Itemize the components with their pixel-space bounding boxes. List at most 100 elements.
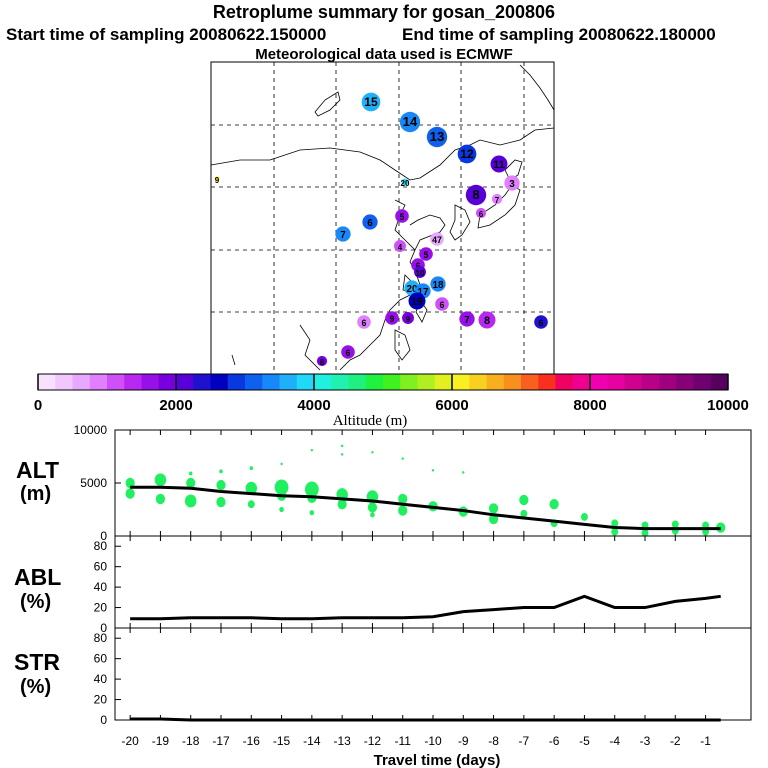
plume-point-label: 6 [362,318,367,328]
alt-scatter-point [216,496,226,508]
plume-point-label: 12 [460,147,474,161]
plume-point-label: 6 [367,218,373,229]
abl-unit: (%) [20,591,51,613]
colorbar-cell [176,374,194,390]
alt-scatter-point [304,481,319,498]
plume-point [465,184,487,206]
plume-point [361,92,381,112]
alt-scatter-point [216,479,226,491]
alt-scatter-point [310,448,314,452]
x-tick-label: -13 [333,734,351,748]
colorbar-cell [348,374,367,390]
plume-point-label: 9 [215,176,220,185]
alt-scatter-point [155,493,166,505]
plume-point [214,176,220,182]
alt-scatter-point [247,500,255,509]
plume-point [426,126,448,148]
plume-point [401,178,409,186]
alt-scatter-point [549,499,559,510]
alt-scatter-point [611,519,619,528]
abl-frame [114,535,752,629]
alt-scatter-point [340,444,344,448]
alt-title: ALT [16,457,59,483]
colorbar-cell [693,374,712,390]
alt-scatter-point [249,466,254,471]
alt-scatter-point [125,488,135,499]
plume-point-label: 6 [539,318,544,328]
plume-point [399,111,421,133]
x-tick-label: -9 [458,734,469,748]
colorbar-cell [365,374,384,390]
x-axis-label: Travel time (days) [374,752,501,768]
colorbar-cell [314,374,332,390]
plume-point-label: 7 [495,196,500,205]
str-unit: (%) [20,676,51,698]
plume-point [478,311,496,329]
alt-scatter-point [431,468,435,472]
alt-scatter-point [309,510,315,516]
plume-point [341,345,355,359]
plume-point-label: 7 [340,230,346,241]
colorbar-tick-label: 0 [34,397,42,414]
colorbar-cell [710,374,729,390]
x-tick-label: -18 [182,734,200,748]
alt-scatter-point [580,513,588,521]
str-ytick-label: 80 [94,631,108,645]
colorbar-cell [417,374,436,390]
abl-panel: ABL (%) 80 60 40 20 0 [14,535,752,635]
alt-scatter-point [671,520,679,529]
alt-scatter-point [519,494,529,506]
plume-point-label: 8 [472,187,479,202]
plume-point [316,355,328,367]
plume-point [534,315,548,329]
plume-point-label: 3 [509,179,515,190]
plume-point-label: 6 [440,300,445,310]
colorbar-cell [486,374,505,390]
plume-point [357,315,371,329]
alt-scatter-point [340,453,344,456]
alt-scatter-point [641,528,649,537]
plume-point-label: 11 [493,159,505,171]
colorbar-cell [383,374,401,390]
abl-ytick-label: 80 [94,539,108,553]
alt-scatter-point [154,473,167,487]
alt-ytick-label: 10000 [74,423,108,437]
map-coastlines [210,64,555,371]
plume-point-label: 7 [464,315,470,326]
plume-point [394,240,406,252]
x-tick-label: -2 [670,734,681,748]
met-data-label: Meteorological data used is ECMWF [255,46,513,63]
plume-point [335,226,351,242]
plume-point-label: 18 [433,280,444,291]
str-title: STR [14,649,60,675]
x-tick-label: -6 [549,734,560,748]
colorbar-cell [193,374,211,390]
alt-panel: ALT (m) 10000 5000 0 [16,423,752,543]
alt-scatter-point [245,481,258,495]
plume-point [504,175,520,191]
plume-point [408,292,426,310]
colorbar-label: Altitude (m) [333,413,408,429]
alt-scatter-point [184,494,197,508]
plume-point [419,247,433,261]
alt-scatter-point [716,522,726,533]
x-tick-label: -11 [394,734,411,748]
plume-point [430,276,446,292]
plume-point-label: 10 [416,269,425,278]
colorbar-cell [607,374,625,390]
plume-point-label: 6 [479,210,484,219]
alt-ytick-label: 5000 [80,476,107,490]
alt-scatter-point [370,512,375,518]
colorbar-cell [55,374,73,390]
plume-point-label: 20 [407,284,418,295]
colorbar-cell [572,374,591,390]
alt-scatter-point [611,527,619,536]
alt-scatter-point [398,505,408,516]
colorbar-cell [624,374,643,390]
colorbar-cell [400,374,418,390]
abl-title: ABL [14,564,61,590]
end-time-label: End time of sampling 20080622.180000 [402,25,716,44]
colorbar-cell [555,374,574,390]
x-tick-label: -4 [609,734,620,748]
